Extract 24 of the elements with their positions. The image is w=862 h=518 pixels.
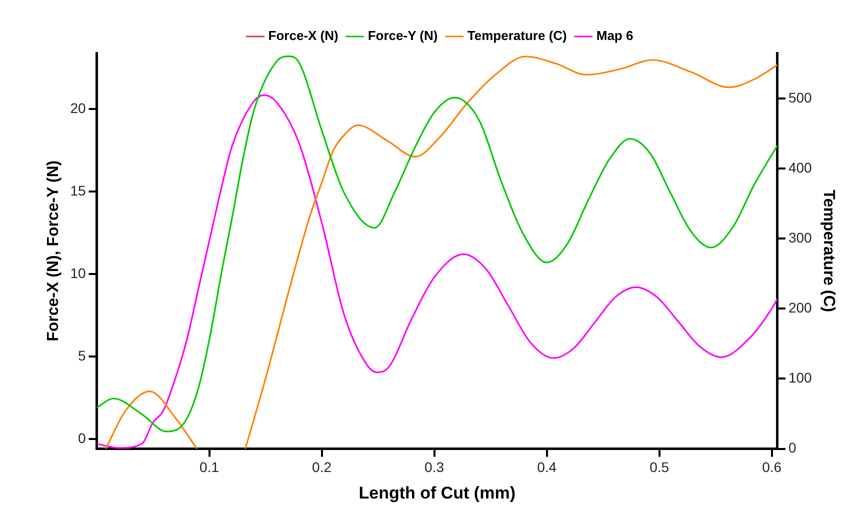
x-tick-label: 0.3 bbox=[424, 459, 444, 476]
y2-axis-title: Temperature (C) bbox=[820, 190, 837, 312]
y-tick-label: 0 bbox=[78, 430, 86, 446]
y2-tick-label: 300 bbox=[788, 230, 812, 246]
y-tick-label: 15 bbox=[70, 182, 86, 198]
x-tick-label: 0.5 bbox=[650, 459, 670, 476]
x-tick-label: 0.6 bbox=[762, 459, 782, 476]
y-tick-label: 5 bbox=[78, 347, 86, 364]
x-axis-title: Length of Cut (mm) bbox=[358, 483, 516, 502]
y2-tick-label: 100 bbox=[788, 370, 812, 386]
x-tick-label: 0.2 bbox=[312, 459, 332, 476]
y2-tick-label: 400 bbox=[788, 159, 812, 176]
y-tick-label: 20 bbox=[70, 100, 86, 116]
y-tick-label: 10 bbox=[70, 264, 86, 281]
y2-tick-label: 500 bbox=[788, 89, 812, 106]
y-axis-title: Force-X (N), Force-Y (N) bbox=[45, 160, 62, 342]
x-tick-label: 0.4 bbox=[537, 459, 557, 476]
x-tick-label: 0.1 bbox=[200, 459, 220, 476]
y2-tick-label: 0 bbox=[788, 440, 796, 456]
legend-label: Force-X (N) bbox=[268, 28, 338, 44]
y2-tick-label: 200 bbox=[788, 300, 812, 316]
legend-label: Temperature (C) bbox=[467, 28, 567, 44]
legend-label: Force-Y (N) bbox=[368, 28, 438, 44]
legend-label: Map 6 bbox=[596, 28, 634, 44]
